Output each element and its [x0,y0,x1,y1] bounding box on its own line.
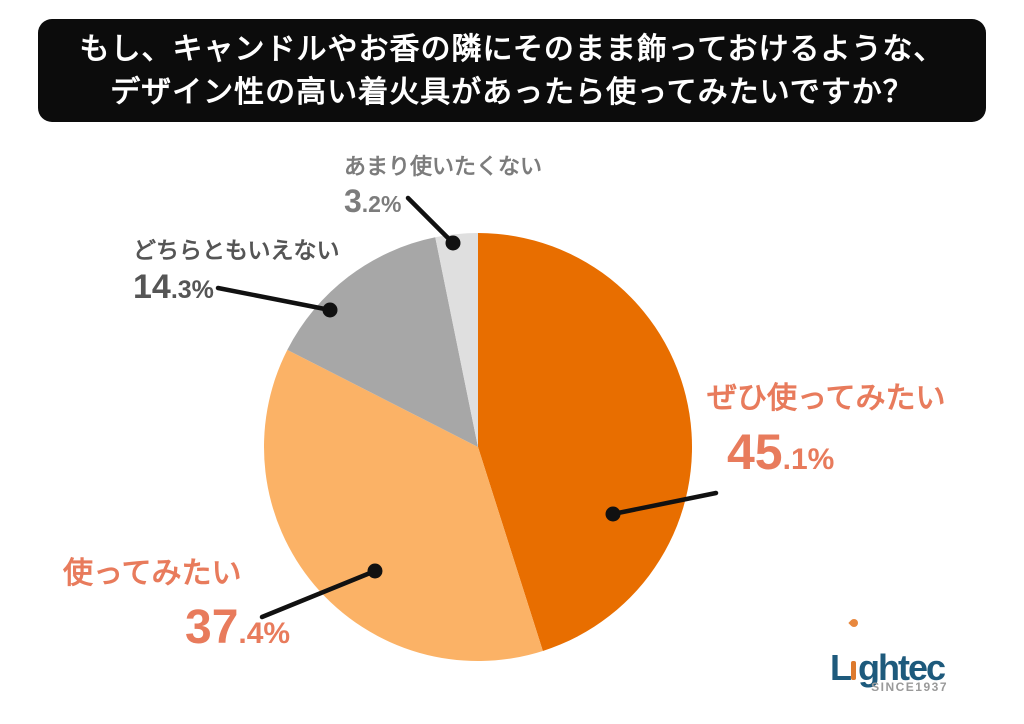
slice-value-frac: .1% [782,443,835,476]
slice-value-frac: .2% [361,191,402,217]
pie-slice-zehi-tsukattemitai [478,233,693,651]
logo-letters-ghtec: ghtec [858,647,946,688]
slice-label-text: どちらともいえない [133,237,340,263]
slice-value: 37.4% [185,600,290,655]
slice-value-int: 37 [185,601,239,654]
slice-value-int: 3 [344,183,362,219]
slice-label-text: あまり使いたくない [344,154,543,179]
slice-value-frac: .3% [170,276,214,304]
leader-line-tsukattemitai [259,568,378,620]
pie-slice-dochiratomo-ienai [287,237,478,447]
slice-value: 3.2% [344,183,542,220]
logo-flame-i [848,617,860,686]
leader-dot-zehi-tsukattemitai [605,506,621,522]
title-banner: もし、キャンドルやお香の隣にそのまま飾っておけるような、 デザイン性の高い着火具… [38,19,986,122]
pie-slice-amari-tsukaitakunai [435,233,478,447]
logo-letter-l: L [830,647,852,688]
slice-label-dochiratomo-ienai: どちらともいえない 14.3% [133,236,340,307]
leader-dot-dochiratomo-ienai [322,302,338,318]
slice-value: 45.1% [727,423,946,481]
slice-label-text: 使ってみたい [63,557,242,590]
slice-label-zehi-tsukattemitai: ぜひ使ってみたい 45.1% [707,381,946,481]
slice-label-amari-tsukaitakunai: あまり使いたくない 3.2% [344,153,542,220]
leader-dot-amari-tsukaitakunai [445,235,461,251]
slice-label-tsukattemitai: 使ってみたい 37.4% [63,556,290,655]
pie-slice-tsukattemitai [263,349,543,662]
leader-line-amari-tsukaitakunai [405,195,456,246]
leader-dot-tsukattemitai [367,563,383,579]
title-line-2: デザイン性の高い着火具があったら使ってみたいですか？ [110,75,914,109]
leader-line-dochiratomo-ienai [215,285,333,313]
title-line-1: もし、キャンドルやお香の隣にそのまま飾っておけるような、 [79,32,945,66]
match-stem-icon [851,661,856,680]
logo-tagline: SINCE1937 [871,680,948,694]
slice-label-text: ぜひ使ってみたい [707,382,946,415]
slice-value-int: 45 [727,424,783,480]
slice-value-frac: .4% [238,617,291,650]
slice-value-int: 14 [133,268,171,306]
leader-line-zehi-tsukattemitai [610,490,719,517]
slice-value: 14.3% [133,268,340,307]
